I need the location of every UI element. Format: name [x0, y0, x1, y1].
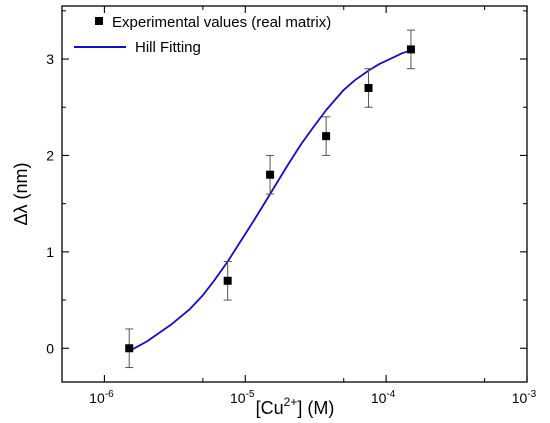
x-ticks: 10-6 10-5 10-4 10-3 [89, 6, 537, 406]
x-tick-exponent: -4 [386, 389, 395, 400]
y-tick-label: 0 [46, 340, 54, 356]
plot-frame [61, 5, 528, 383]
x-tick-label: 10-6 [89, 389, 114, 406]
points-layer [125, 29, 415, 369]
y-axis-title: Δλ (nm) [11, 162, 31, 225]
x-tick-label: 10-4 [371, 389, 396, 406]
data-point [125, 344, 134, 353]
x-tick-base: 10 [371, 390, 387, 406]
x-tick-label: 10-3 [512, 389, 537, 406]
y-tick-label: 3 [46, 51, 54, 67]
x-tick-base: 10 [230, 390, 246, 406]
legend: Experimental values (real matrix) Hill F… [74, 14, 331, 56]
x-tick-label: 10-5 [230, 389, 255, 406]
legend-marker-experimental [95, 17, 103, 25]
x-axis-title: [Cu2+] (M) [256, 395, 335, 418]
legend-label-experimental: Experimental values (real matrix) [112, 14, 331, 31]
x-tick-base: 10 [89, 390, 105, 406]
data-point [364, 83, 373, 92]
data-point [266, 170, 275, 179]
y-tick-label: 1 [46, 244, 54, 260]
data-point [223, 276, 232, 285]
data-point [322, 132, 331, 141]
x-tick-exponent: -3 [527, 389, 536, 400]
data-point [406, 45, 415, 54]
fit-layer [128, 49, 412, 352]
x-tick-exponent: -5 [246, 389, 255, 400]
legend-label-hill: Hill Fitting [135, 39, 201, 56]
x-tick-base: 10 [512, 390, 528, 406]
y-ticks: 0 1 2 3 [46, 10, 527, 356]
hill-fit-line [128, 49, 412, 352]
x-tick-exponent: -6 [105, 389, 114, 400]
y-tick-label: 2 [46, 147, 54, 163]
